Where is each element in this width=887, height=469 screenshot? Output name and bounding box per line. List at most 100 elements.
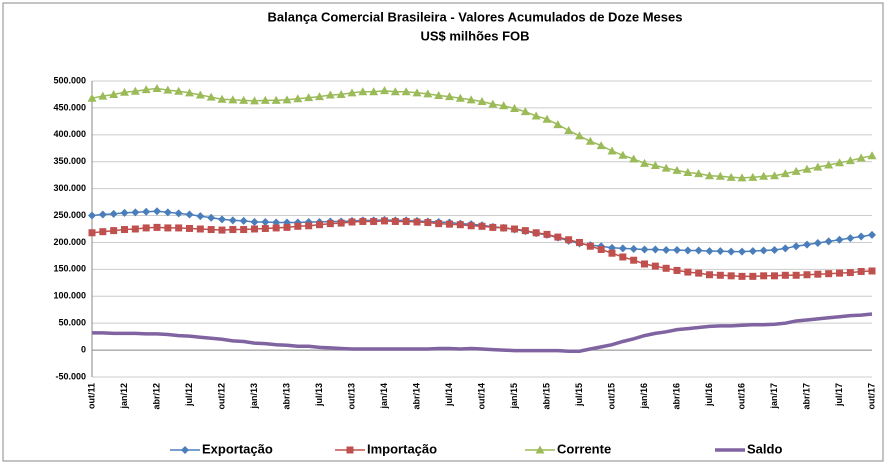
marker: [608, 249, 616, 257]
x-tick-label: jul/14: [444, 383, 454, 407]
marker: [218, 215, 226, 224]
marker: [87, 93, 97, 102]
marker: [694, 246, 703, 255]
marker: [424, 219, 432, 227]
marker: [185, 88, 194, 97]
marker: [206, 92, 216, 101]
marker: [814, 270, 822, 278]
marker: [228, 216, 237, 225]
marker: [347, 88, 357, 97]
marker: [803, 271, 811, 279]
marker: [130, 86, 140, 95]
marker: [727, 272, 735, 280]
marker: [228, 95, 238, 104]
marker: [120, 87, 129, 96]
marker: [239, 95, 249, 104]
marker: [641, 260, 648, 268]
marker: [715, 171, 725, 180]
marker: [727, 247, 736, 256]
marker: [542, 114, 552, 123]
marker: [511, 225, 518, 233]
marker: [553, 120, 563, 129]
marker: [543, 230, 551, 238]
marker: [705, 247, 714, 256]
x-tick-label: abr/14: [411, 383, 421, 410]
marker: [391, 217, 399, 225]
marker: [596, 141, 606, 150]
marker: [131, 208, 140, 217]
marker: [738, 272, 746, 280]
marker: [358, 87, 368, 96]
marker: [662, 264, 670, 272]
y-tick-label: 300.000: [53, 183, 86, 193]
marker: [824, 160, 834, 169]
x-tick-label: jan/16: [639, 383, 649, 410]
marker: [175, 224, 183, 232]
marker: [477, 96, 487, 105]
marker: [381, 217, 388, 225]
marker: [163, 85, 173, 94]
x-tick-label: jul/12: [184, 383, 194, 407]
marker: [467, 222, 475, 230]
marker: [141, 85, 151, 94]
marker: [759, 246, 768, 255]
marker: [109, 89, 119, 98]
marker: [585, 136, 595, 145]
marker: [770, 245, 779, 254]
marker: [174, 86, 184, 95]
marker: [813, 162, 823, 171]
marker: [554, 233, 562, 241]
marker: [705, 171, 714, 180]
y-tick-label: 400.000: [53, 129, 86, 139]
marker: [369, 87, 379, 96]
x-tick-label: out/12: [216, 383, 226, 410]
marker: [618, 150, 628, 159]
marker: [673, 266, 681, 274]
marker: [683, 167, 693, 176]
marker: [163, 208, 172, 217]
marker: [370, 217, 378, 225]
x-tick-label: jan/12: [119, 383, 129, 410]
marker: [283, 223, 291, 231]
marker: [337, 219, 345, 227]
x-tick-label: out/15: [606, 383, 616, 410]
marker: [673, 245, 681, 254]
x-tick-label: jan/17: [769, 383, 779, 410]
marker: [846, 234, 855, 243]
marker: [520, 107, 530, 116]
marker: [109, 209, 118, 218]
marker: [110, 227, 118, 235]
y-tick-label: 200.000: [53, 237, 86, 247]
marker: [650, 160, 660, 169]
marker: [857, 232, 866, 241]
marker: [846, 269, 854, 277]
marker: [488, 99, 498, 108]
marker: [164, 224, 172, 232]
marker: [240, 226, 248, 234]
marker: [251, 225, 258, 233]
marker: [326, 220, 334, 228]
legend-text: Corrente: [557, 441, 611, 456]
x-tick-label: out/16: [736, 383, 746, 410]
marker: [535, 445, 545, 454]
marker: [836, 269, 843, 277]
y-tick-label: 250.000: [53, 210, 86, 220]
marker: [748, 172, 758, 181]
marker: [478, 222, 486, 230]
chart-subtitle: US$ milhões FOB: [420, 28, 529, 43]
marker: [423, 89, 433, 98]
marker: [683, 246, 692, 255]
marker: [781, 244, 790, 253]
x-tick-label: abr/16: [671, 383, 681, 410]
y-tick-label: 350.000: [53, 156, 86, 166]
marker: [239, 216, 248, 225]
marker: [868, 267, 876, 275]
marker: [576, 238, 583, 246]
marker: [98, 210, 107, 219]
marker: [706, 271, 713, 279]
marker: [792, 242, 801, 251]
marker: [661, 163, 671, 172]
marker: [271, 95, 281, 104]
marker: [142, 224, 150, 232]
marker: [121, 226, 128, 234]
